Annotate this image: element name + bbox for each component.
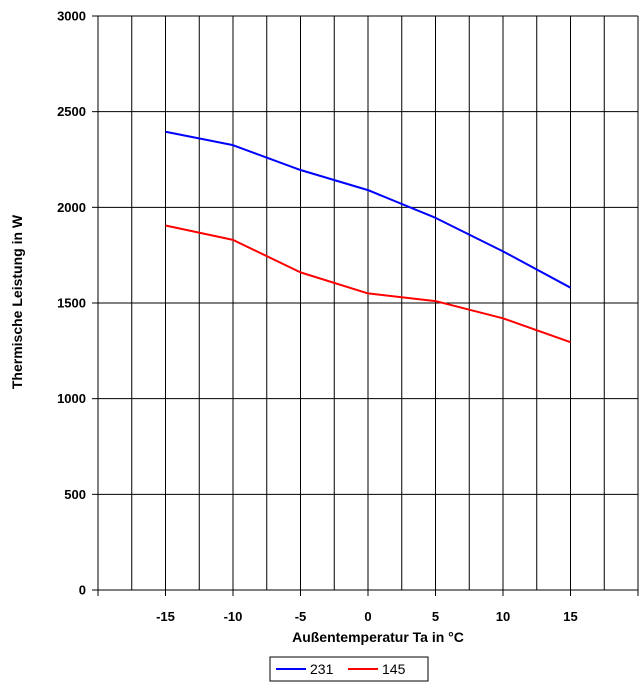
series-line-231 <box>165 130 571 289</box>
axes <box>92 15 639 596</box>
x-tick-label: 15 <box>563 609 577 624</box>
x-tick-label: 10 <box>496 609 510 624</box>
x-tick-label: 5 <box>432 609 439 624</box>
legend: 231 145 <box>269 656 429 682</box>
legend-label-231: 231 <box>310 661 334 677</box>
x-tick-label: -10 <box>224 609 243 624</box>
x-tick-label: 0 <box>364 609 371 624</box>
y-axis-title: Thermische Leistung in W <box>9 214 25 389</box>
y-tick-label: 500 <box>64 487 86 502</box>
tick-labels: 0 500 1000 1500 2000 2500 3000 -15 -10 -5 0 5 10 15 <box>57 9 578 625</box>
y-tick-label: 2000 <box>57 200 86 215</box>
x-tick-label: -15 <box>156 609 175 624</box>
grid-layer <box>98 15 639 590</box>
y-tick-label: 2500 <box>57 104 86 119</box>
y-tick-label: 3000 <box>57 9 86 24</box>
y-tick-label: 1000 <box>57 391 86 406</box>
series-line-145 <box>165 224 571 344</box>
x-axis-title: Außentemperatur Ta in °C <box>292 629 464 645</box>
series-layer <box>165 130 571 344</box>
y-tick-label: 1500 <box>57 296 86 311</box>
legend-label-145: 145 <box>382 661 406 677</box>
x-tick-label: -5 <box>295 609 307 624</box>
y-tick-label: 0 <box>79 583 86 598</box>
